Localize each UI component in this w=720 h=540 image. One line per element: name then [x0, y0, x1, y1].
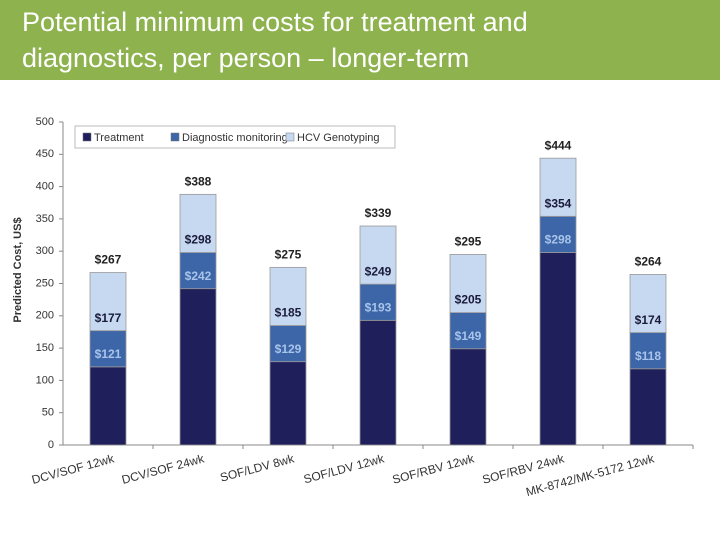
value-label: $354: [545, 196, 572, 210]
bar-segment: [89, 366, 127, 446]
value-label: $275: [275, 248, 302, 262]
y-tick-label: 450: [36, 148, 54, 160]
y-tick-label: 400: [36, 181, 54, 193]
bar-segment: [359, 283, 397, 321]
value-label: $444: [545, 138, 572, 152]
y-tick-label: 150: [36, 342, 54, 354]
legend-box: [74, 125, 396, 149]
value-label: $118: [635, 349, 661, 363]
value-label: $177: [95, 311, 122, 325]
value-label: $339: [365, 206, 392, 220]
y-tick-label: 0: [48, 439, 54, 451]
y-tick-label: 350: [36, 213, 54, 225]
value-label: $193: [365, 300, 392, 314]
x-tick-label: SOF/RBV 12wk: [391, 451, 477, 487]
y-tick-label: 250: [36, 277, 54, 289]
bar-segment: [359, 319, 397, 446]
x-tick-label: SOF/LDV 8wk: [219, 451, 297, 484]
bar-segment: [539, 157, 577, 217]
legend-label: Treatment: [94, 132, 144, 144]
y-tick-label: 500: [36, 116, 54, 128]
slide-title: Potential minimum costs for treatment an…: [22, 7, 528, 37]
bar-segment: [539, 215, 577, 253]
y-tick-label: 100: [36, 374, 54, 386]
value-label: $149: [455, 329, 482, 343]
bar-segment: [629, 274, 667, 333]
legend-swatch: [82, 132, 92, 142]
value-label: $129: [275, 342, 302, 356]
x-tick-label: DCV/SOF 24wk: [120, 451, 206, 487]
y-tick-label: 50: [42, 407, 54, 419]
bar-segment: [269, 325, 307, 363]
legend-swatch: [170, 132, 180, 142]
value-label: $264: [635, 255, 662, 269]
bar-segment: [359, 225, 397, 285]
legend-label: HCV Genotyping: [297, 132, 380, 144]
value-label: $249: [365, 264, 392, 278]
bar-segment: [179, 193, 217, 253]
value-label: $242: [185, 269, 212, 283]
y-tick-label: 300: [36, 245, 54, 257]
bar-segment: [629, 368, 667, 446]
bar-segment: [539, 252, 577, 446]
x-tick-label: DCV/SOF 12wk: [30, 451, 116, 487]
value-label: $298: [185, 233, 212, 247]
legend-label: Diagnostic monitoring: [182, 132, 288, 144]
bar-segment: [179, 252, 217, 290]
slide-title: diagnostics, per person – longer-term: [22, 43, 470, 73]
y-tick-label: 200: [36, 310, 54, 322]
value-label: $388: [185, 175, 212, 189]
bar-segment: [269, 361, 307, 446]
value-label: $205: [455, 293, 482, 307]
value-label: $174: [635, 313, 662, 327]
value-label: $298: [545, 233, 572, 247]
bar-segment: [449, 254, 487, 313]
bar-segment: [269, 266, 307, 326]
bar-segment: [449, 348, 487, 446]
y-axis-label: Predicted Cost, US$: [12, 217, 24, 322]
value-label: $295: [455, 235, 482, 249]
legend-swatch: [285, 132, 295, 142]
value-label: $121: [95, 347, 122, 361]
value-label: $267: [95, 253, 122, 267]
bar-segment: [89, 272, 127, 332]
bar-segment: [179, 288, 217, 446]
x-tick-label: SOF/LDV 12wk: [302, 451, 386, 486]
title-bar: Potential minimum costs for treatment an…: [0, 0, 720, 80]
value-label: $185: [275, 306, 302, 320]
